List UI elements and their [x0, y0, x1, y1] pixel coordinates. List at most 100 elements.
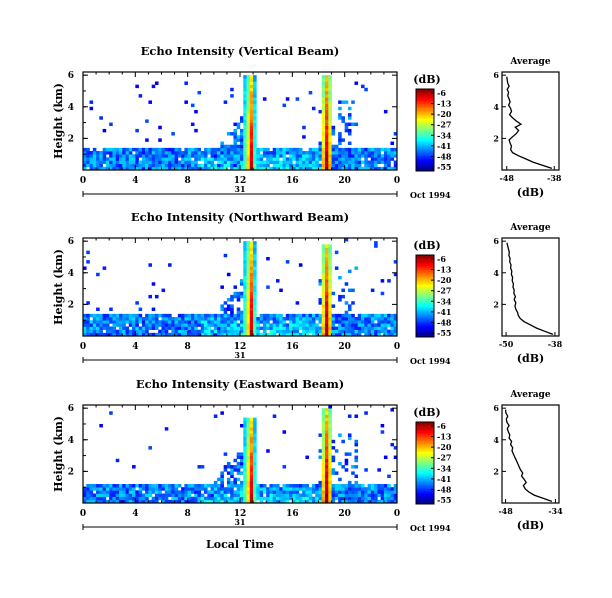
heatmap-cell — [243, 282, 247, 286]
heatmap-cell — [243, 313, 247, 318]
heatmap-cell — [387, 484, 391, 488]
heatmap-cell — [236, 317, 241, 321]
heatmap-cell — [321, 256, 326, 261]
heatmap-cell — [200, 163, 205, 168]
heatmap-cell — [246, 436, 251, 441]
heatmap-cell — [243, 285, 247, 289]
colorbar-segment — [416, 465, 434, 468]
heatmap-cell — [86, 326, 90, 330]
heatmap-cell — [115, 323, 120, 327]
heatmap-cell — [243, 446, 247, 450]
heatmap-cell — [341, 332, 345, 337]
heatmap-cell — [282, 154, 287, 158]
heatmap-cell — [102, 160, 107, 164]
heatmap-cell — [204, 166, 208, 171]
heatmap-cell — [233, 493, 238, 497]
heatmap-cell — [295, 323, 300, 327]
heatmap-cell — [161, 147, 166, 152]
heatmap-cell — [318, 154, 323, 158]
heatmap-cell — [321, 147, 326, 152]
heatmap-cell — [141, 487, 146, 491]
heatmap-cell — [148, 166, 152, 171]
heatmap-cell — [246, 141, 251, 146]
heatmap-cell — [220, 484, 224, 488]
heatmap-cell — [344, 484, 349, 488]
heatmap-cell — [275, 499, 280, 504]
heatmap-cell — [390, 329, 395, 334]
heatmap-cell — [272, 484, 277, 488]
heatmap-cell — [243, 87, 247, 92]
heatmap-cell — [318, 151, 323, 155]
heatmap-cell — [223, 468, 228, 472]
heatmap-cell — [243, 493, 247, 497]
heatmap-cell — [249, 288, 254, 293]
heatmap-cell — [125, 332, 130, 337]
heatmap-cell — [367, 151, 372, 155]
heatmap-cell — [262, 496, 267, 501]
heatmap-cell — [161, 320, 166, 324]
heatmap-cell — [328, 461, 332, 466]
heatmap-cell — [380, 326, 385, 330]
heatmap-cell — [233, 499, 238, 504]
heatmap-cell — [86, 484, 90, 488]
heatmap-cell — [347, 288, 352, 293]
heatmap-cell — [325, 147, 329, 152]
heatmap-cell — [269, 160, 274, 164]
heatmap-cell — [347, 163, 352, 168]
heatmap-cell — [210, 332, 215, 337]
heatmap-cell — [128, 166, 133, 171]
heatmap-cell — [135, 166, 139, 171]
heatmap-cell — [328, 163, 332, 168]
heatmap-cell — [269, 329, 274, 334]
heatmap-cell — [243, 310, 247, 315]
colorbar-segment — [416, 327, 434, 330]
heatmap-cell — [256, 496, 260, 501]
heatmap-cell — [99, 423, 103, 428]
heatmap-cell — [145, 157, 149, 161]
heatmap-cell — [321, 298, 326, 302]
heatmap-cell — [240, 166, 244, 171]
heatmap-cell — [367, 320, 372, 324]
heatmap-cell — [125, 329, 130, 334]
heatmap-cell — [318, 496, 323, 501]
heatmap-cell — [364, 487, 368, 491]
heatmap-cell — [92, 499, 97, 504]
heatmap-cell — [86, 499, 90, 504]
heatmap-cell — [246, 94, 251, 98]
heatmap-cell — [393, 151, 398, 155]
heatmap-cell — [249, 430, 254, 434]
heatmap-cell — [177, 154, 182, 158]
heatmap-cell — [354, 442, 359, 447]
heatmap-cell — [246, 147, 251, 152]
heatmap-cell — [338, 298, 342, 302]
heatmap-cell — [347, 269, 352, 274]
heatmap-cell — [168, 487, 172, 491]
heatmap-cell — [128, 313, 133, 318]
heatmap-cell — [83, 317, 87, 321]
heatmap-cell — [230, 487, 234, 491]
heatmap-cell — [118, 332, 123, 337]
heatmap-cell — [305, 313, 309, 318]
heatmap-cell — [122, 157, 126, 161]
colorbar-tick-label: -20 — [437, 109, 452, 119]
heatmap-cell — [243, 417, 247, 422]
heatmap-cell — [377, 323, 381, 327]
heatmap-cell — [321, 78, 326, 82]
heatmap-cell — [370, 320, 375, 324]
heatmap-cell — [256, 317, 260, 321]
heatmap-cell — [138, 313, 143, 318]
heatmap-cell — [184, 490, 188, 494]
heatmap-cell — [109, 496, 113, 501]
heatmap-cell — [292, 484, 296, 488]
heatmap-cell — [246, 442, 251, 447]
colorbar-tick-label: -6 — [437, 254, 446, 264]
heatmap-cell — [223, 452, 228, 456]
heatmap-cell — [181, 493, 185, 497]
heatmap-cell — [236, 160, 241, 164]
heatmap-cell — [321, 128, 326, 133]
heatmap-cell — [272, 157, 277, 161]
heatmap-cell — [92, 323, 97, 327]
heatmap-cell — [347, 490, 352, 494]
heatmap-cell — [243, 304, 247, 308]
heatmap-cell — [321, 247, 326, 251]
